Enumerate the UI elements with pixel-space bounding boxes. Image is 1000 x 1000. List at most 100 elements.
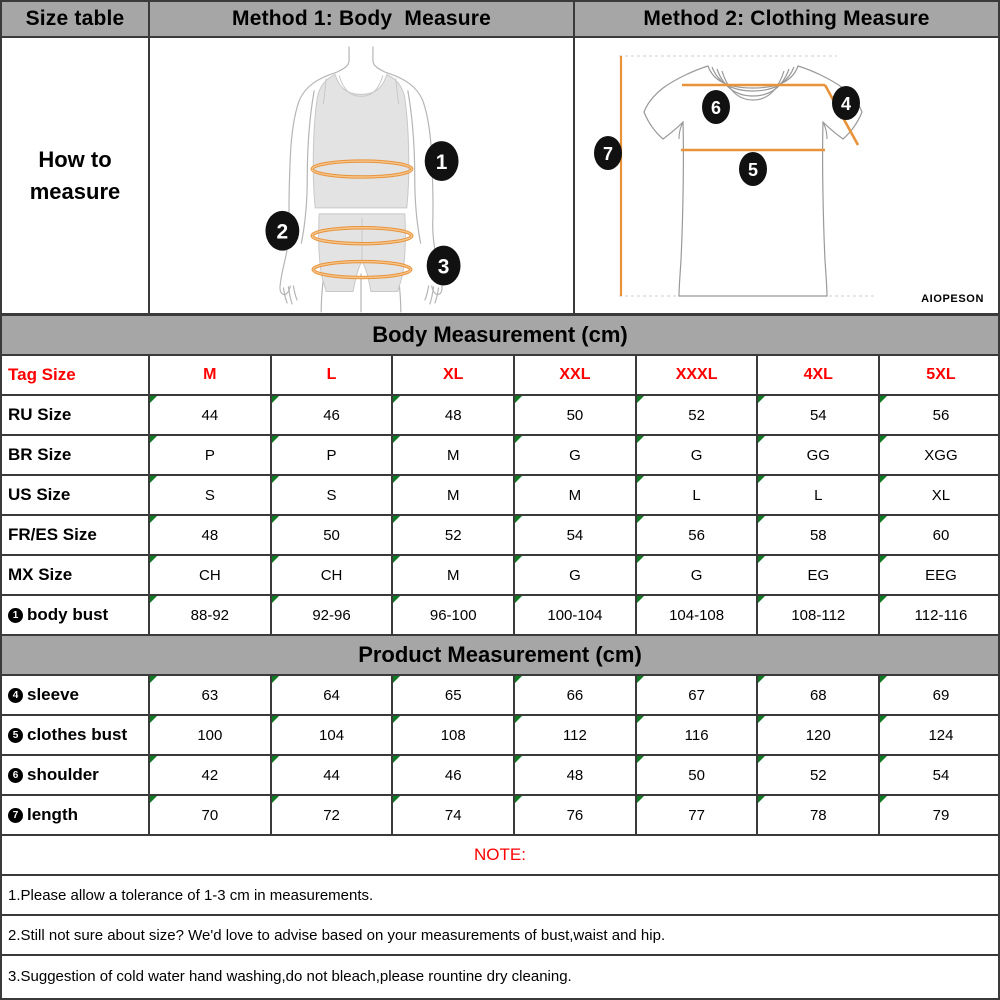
cell-body-3-4: 56 (636, 516, 759, 554)
cell-body-0-3: 50 (515, 396, 637, 434)
body-measurement-title: Body Measurement (cm) (2, 316, 998, 356)
cell-product-2-6: 54 (880, 756, 1000, 794)
body-row-label: 1 body bust (2, 596, 150, 634)
product-row-label: 5 clothes bust (2, 716, 150, 754)
body-row-label: RU Size (2, 396, 150, 434)
cell-body-2-6: XL (880, 476, 1000, 514)
cell-body-0-5: 54 (758, 396, 881, 434)
table-row: BR Size P P M G G GG XGG (2, 436, 998, 476)
cell-product-1-2: 108 (393, 716, 516, 754)
cell-body-1-5: GG (758, 436, 881, 474)
clothing-marker-6: 6 (702, 90, 730, 124)
cell-product-2-0: 42 (150, 756, 272, 794)
clothing-marker-7: 7 (594, 136, 622, 170)
table-row: 1 body bust 88-92 92-96 96-100 100-104 104-108… (2, 596, 998, 636)
svg-text:5: 5 (748, 160, 758, 180)
body-marker-2: 2 (265, 210, 300, 251)
row-label-text: FR/ES Size (8, 525, 97, 544)
cell-body-1-3: G (515, 436, 637, 474)
marker-4-icon: 4 (8, 687, 23, 703)
cell-product-0-3: 66 (515, 676, 637, 714)
note-line-3: 3.Suggestion of cold water hand washing,… (2, 956, 998, 996)
svg-text:7: 7 (603, 144, 613, 164)
product-row-label: 6 shoulder (2, 756, 150, 794)
cell-body-5-5: 108-112 (758, 596, 881, 634)
cell-body-0-4: 52 (636, 396, 759, 434)
cell-product-0-2: 65 (393, 676, 516, 714)
cell-product-3-3: 76 (515, 796, 637, 834)
cell-body-4-4: G (636, 556, 759, 594)
product-measurement-rows: 4 sleeve 63 64 65 66 67 68 69 5 clothes bust 100 104… (2, 676, 998, 836)
body-row-label: US Size (2, 476, 150, 514)
cell-body-1-0: P (150, 436, 272, 474)
cell-body-3-5: 58 (758, 516, 881, 554)
body-marker-3: 3 (426, 245, 461, 286)
svg-text:4: 4 (841, 94, 851, 114)
tag-size-xxl: XXL (515, 356, 637, 394)
clothing-marker-4: 4 (832, 86, 860, 120)
cell-body-1-6: XGG (880, 436, 1000, 474)
row-label-text: US Size (8, 485, 71, 504)
cell-body-0-1: 46 (271, 396, 394, 434)
cell-product-1-6: 124 (880, 716, 1000, 754)
cell-body-5-0: 88-92 (150, 596, 272, 634)
cell-product-0-4: 67 (636, 676, 759, 714)
how-to-measure-text: How to measure (29, 146, 121, 204)
cell-body-2-5: L (758, 476, 881, 514)
cell-body-3-0: 48 (150, 516, 272, 554)
cell-body-0-2: 48 (393, 396, 516, 434)
svg-text:2: 2 (277, 221, 289, 244)
row-label-text: sleeve (27, 685, 79, 704)
svg-text:3: 3 (438, 256, 450, 279)
row-label-text: shoulder (27, 765, 99, 784)
cell-body-5-2: 96-100 (393, 596, 516, 634)
cell-product-3-0: 70 (150, 796, 272, 834)
tag-size-xl: XL (393, 356, 516, 394)
table-row: 7 length 70 72 74 76 77 78 79 (2, 796, 998, 836)
row-label-text: BR Size (8, 445, 72, 464)
cell-body-3-3: 54 (515, 516, 637, 554)
row-label-text: MX Size (8, 565, 73, 584)
tag-size-5xl: 5XL (926, 366, 956, 383)
marker-6-icon: 6 (8, 767, 23, 783)
cell-body-3-2: 52 (393, 516, 516, 554)
body-figure-svg: 1 2 3 (265, 46, 461, 313)
body-measurement-rows: RU Size 44 46 48 50 52 54 56 BR Size P P M G G GG XGG US… (2, 396, 998, 636)
cell-product-2-4: 50 (636, 756, 759, 794)
svg-text:1: 1 (436, 151, 448, 174)
cell-product-3-1: 72 (271, 796, 394, 834)
tag-size-xxxl: XXXL (637, 356, 759, 394)
note-line-2: 2.Still not sure about size? We'd love t… (2, 916, 998, 956)
cell-body-5-4: 104-108 (636, 596, 759, 634)
product-row-label: 4 sleeve (2, 676, 150, 714)
tag-size-m: M (150, 356, 272, 394)
product-measurement-title: Product Measurement (cm) (2, 636, 998, 676)
tag-size-label: Tag Size (2, 356, 150, 394)
how-to-measure-label: How to measure (2, 38, 150, 313)
body-marker-1: 1 (424, 141, 459, 181)
cell-product-0-0: 63 (150, 676, 272, 714)
cell-body-2-1: S (271, 476, 394, 514)
table-row: RU Size 44 46 48 50 52 54 56 (2, 396, 998, 436)
body-row-label: FR/ES Size (2, 516, 150, 554)
chart-header-row: Size table Method 1: Body Measure Method… (2, 2, 998, 38)
cell-body-1-4: G (636, 436, 759, 474)
table-row: 4 sleeve 63 64 65 66 67 68 69 (2, 676, 998, 716)
cell-product-3-4: 77 (636, 796, 759, 834)
cell-product-3-6: 79 (880, 796, 1000, 834)
header-method-1: Method 1: Body Measure (150, 2, 575, 36)
marker-5-icon: 5 (8, 727, 23, 743)
table-row: US Size S S M M L L XL (2, 476, 998, 516)
table-row: FR/ES Size 48 50 52 54 56 58 60 (2, 516, 998, 556)
cell-product-2-1: 44 (271, 756, 394, 794)
cell-body-1-2: M (393, 436, 516, 474)
header-method-2: Method 2: Clothing Measure (643, 7, 930, 30)
cell-product-1-4: 116 (636, 716, 759, 754)
marker-7-icon: 7 (8, 807, 23, 823)
cell-product-1-5: 120 (758, 716, 881, 754)
cell-body-5-1: 92-96 (271, 596, 394, 634)
tag-size-4xl: 4XL (758, 356, 881, 394)
tag-size-l: L (272, 356, 394, 394)
body-row-label: MX Size (2, 556, 150, 594)
cell-body-1-1: P (271, 436, 394, 474)
